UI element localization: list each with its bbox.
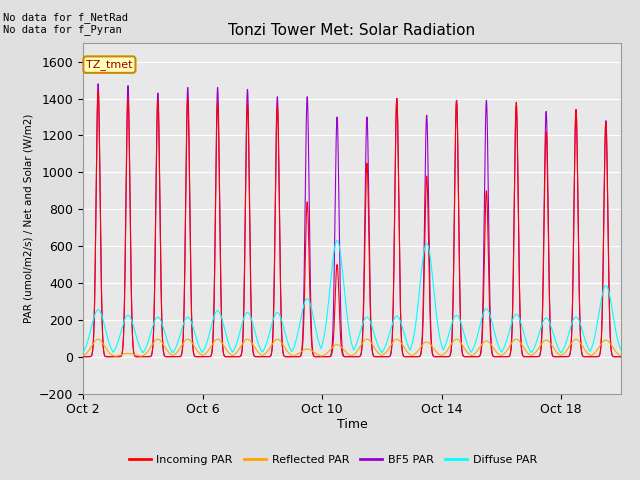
Y-axis label: PAR (umol/m2/s) / Net and Solar (W/m2): PAR (umol/m2/s) / Net and Solar (W/m2) xyxy=(24,114,33,323)
Title: Tonzi Tower Met: Solar Radiation: Tonzi Tower Met: Solar Radiation xyxy=(228,23,476,38)
X-axis label: Time: Time xyxy=(337,418,367,431)
Legend: Incoming PAR, Reflected PAR, BF5 PAR, Diffuse PAR: Incoming PAR, Reflected PAR, BF5 PAR, Di… xyxy=(124,451,541,469)
Text: TZ_tmet: TZ_tmet xyxy=(86,59,132,70)
Text: No data for f_NetRad
No data for f_Pyran: No data for f_NetRad No data for f_Pyran xyxy=(3,12,128,36)
